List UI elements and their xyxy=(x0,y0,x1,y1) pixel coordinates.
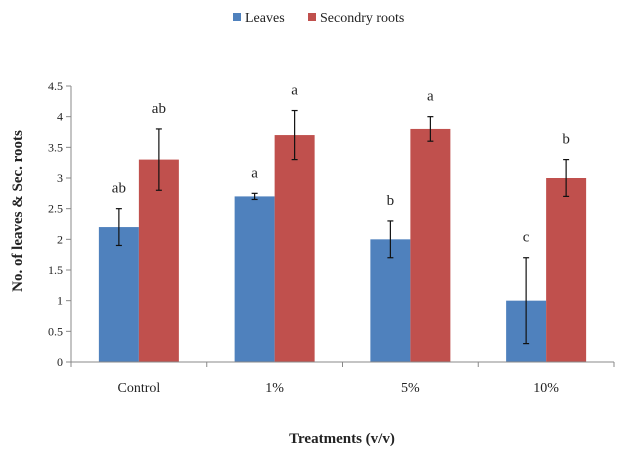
y-tick-label: 1.5 xyxy=(48,263,63,277)
y-tick-label: 3 xyxy=(57,171,63,185)
y-tick-label: 2 xyxy=(57,232,63,246)
x-axis-title: Treatments (v/v) xyxy=(289,431,395,447)
y-axis-title: No. of leaves & Sec. roots xyxy=(10,130,26,292)
bar-leaves xyxy=(234,196,275,362)
bar-leaves xyxy=(370,239,411,362)
significance-label: ab xyxy=(152,101,166,117)
y-tick-label: 2.5 xyxy=(48,202,63,216)
y-tick-label: 0.5 xyxy=(48,324,63,338)
bar-secondry-roots xyxy=(138,159,179,362)
bar-leaves xyxy=(98,227,139,362)
legend-label: Leaves xyxy=(245,11,285,26)
y-tick-label: 1 xyxy=(57,294,63,308)
bar-secondry-roots xyxy=(546,178,587,362)
y-tick-label: 0 xyxy=(57,355,63,369)
x-axis: Control 1% 5% 10% xyxy=(70,361,615,396)
y-tick-label: 4 xyxy=(57,110,63,124)
y-tick-label: 3.5 xyxy=(48,140,63,154)
legend-swatch xyxy=(233,13,241,21)
x-tick-label: Control xyxy=(117,381,160,396)
legend-swatch xyxy=(308,13,316,21)
significance-label: b xyxy=(387,193,395,209)
x-tick-label: 10% xyxy=(533,381,559,396)
y-tick-label: 4.5 xyxy=(48,79,63,93)
legend: Leaves Secondry roots xyxy=(233,11,404,26)
significance-label: b xyxy=(562,132,570,148)
bar-secondry-roots xyxy=(410,128,451,362)
x-tick-label: 5% xyxy=(401,381,420,396)
significance-label: a xyxy=(427,89,434,105)
significance-label: a xyxy=(251,165,258,181)
y-axis: 0 0.5 1 1.5 2 2.5 3 3.5 4 4.5 xyxy=(48,79,72,369)
significance-label: c xyxy=(523,230,530,246)
significance-label: ab xyxy=(112,181,126,197)
significance-label: a xyxy=(291,83,298,99)
x-tick-label: 1% xyxy=(265,381,284,396)
legend-label: Secondry roots xyxy=(320,11,404,26)
bar-secondry-roots xyxy=(274,135,315,362)
